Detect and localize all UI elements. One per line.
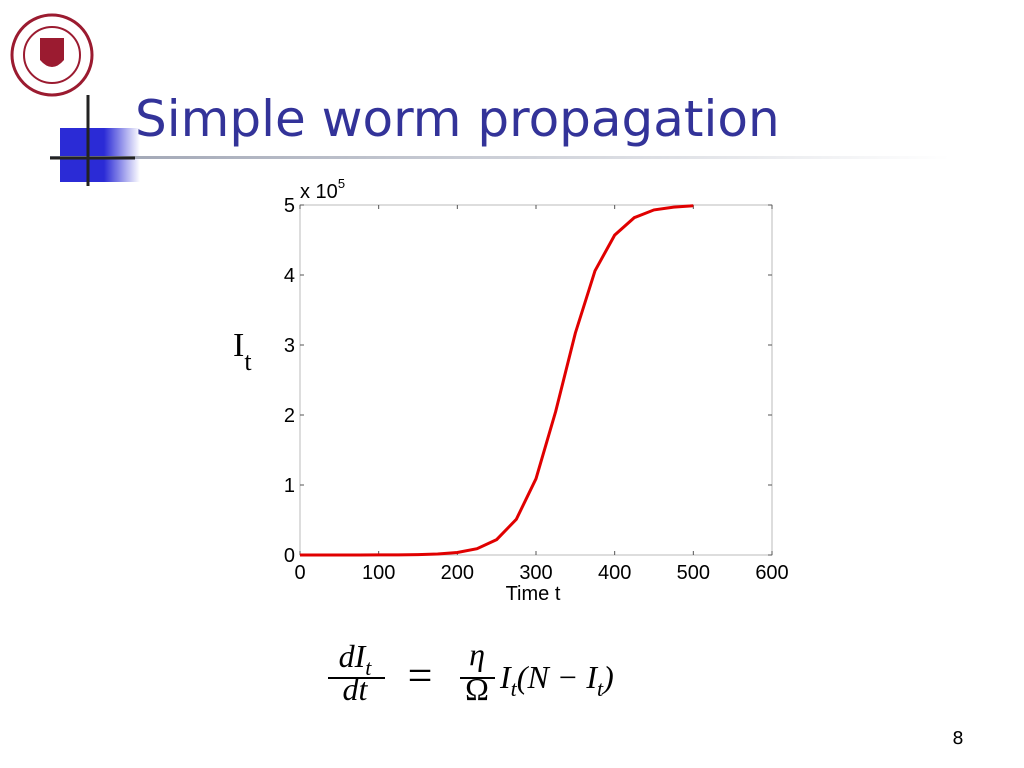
eq-part: Ω [465,671,489,707]
eq-part: = [408,651,433,700]
eq-part: t [365,655,372,680]
y-label-main: I [233,327,244,364]
y-label-sub: t [244,347,252,376]
x-tick-label: 500 [677,562,710,584]
x-tick-label: 0 [294,562,305,584]
plot-frame [299,204,773,556]
multiplier-exponent: 5 [338,176,345,191]
y-tick-label: 3 [284,335,295,357]
y-tick-label: 5 [284,195,295,217]
y-label: It [233,327,252,376]
eq-part: dt [343,671,369,707]
page-number: 8 [952,728,963,749]
multiplier-base: x 10 [300,181,338,203]
x-tick-label: 300 [519,562,552,584]
eq-part: t [511,676,518,701]
eq-part: ) [601,659,614,695]
y-tick-label: 1 [284,475,295,497]
y-tick-label: 4 [284,265,295,287]
equation: dIt dt = η Ω It(N − It) [328,636,614,707]
eq-part: η [469,636,485,672]
x-tick-label: 100 [362,562,395,584]
logo [10,13,94,97]
eq-part: (N − I [517,659,599,695]
x-tick-label: 600 [755,562,788,584]
eq-part: It(N − It) [499,659,614,701]
slide-title: Simple worm propagation [135,90,780,148]
x-tick-label: 400 [598,562,631,584]
x-label: Time t [506,583,561,605]
data-line [300,204,694,557]
y-tick-label: 0 [284,545,295,567]
eq-part: I [499,659,512,695]
x-tick-label: 200 [441,562,474,584]
eq-part: t [597,676,604,701]
y-tick-label: 2 [284,405,295,427]
eq-part: dI [339,638,367,674]
decor-block [60,128,140,182]
eq-part: dIt [339,638,373,680]
decor-rule [50,156,950,159]
y-multiplier: x 105 [300,176,345,203]
